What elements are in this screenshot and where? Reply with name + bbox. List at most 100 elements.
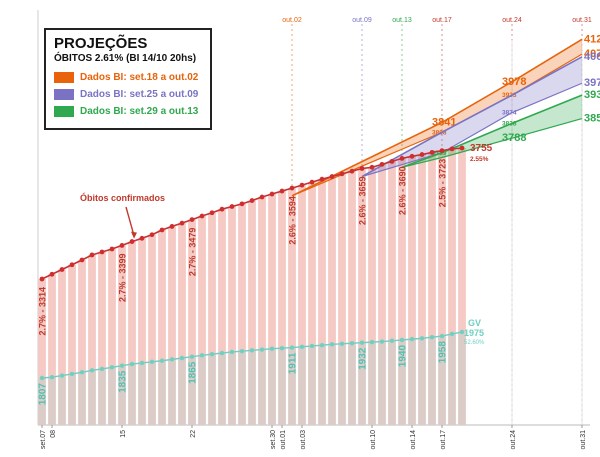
obitos-point-38 [419, 152, 425, 157]
gv-point-33 [369, 339, 375, 345]
obitos-bar-23 [268, 194, 276, 349]
projection-label-0-1: 3808 [432, 129, 447, 136]
gv-bar-6 [98, 368, 106, 425]
obitos-point-4 [79, 257, 85, 263]
gv-bar-7 [108, 367, 116, 425]
obitos-point-37 [409, 153, 415, 159]
obitos-bar-18 [218, 209, 226, 354]
legend-swatch-purple [54, 89, 74, 100]
projection-label-2-4: 3854 [584, 113, 600, 125]
gv-point-3 [69, 371, 75, 377]
obitos-bar-29 [328, 176, 336, 345]
bar-value-label-11: 1932 [358, 347, 369, 370]
obitos-bar-9 [128, 241, 136, 365]
obitos-point-27 [309, 179, 315, 185]
bar-value-label-6: 2.5% - 3723 [438, 159, 448, 208]
gv-point-30 [339, 341, 345, 346]
projection-lower-line-2 [401, 118, 583, 168]
reference-vline-label-2: out.13 [392, 17, 412, 24]
obitos-bar-19 [228, 206, 236, 352]
gv-bar-8 [118, 365, 126, 425]
gv-point-19 [229, 349, 235, 355]
bar-value-label-8: 1835 [118, 370, 129, 393]
gv-bar-37 [408, 339, 416, 425]
obitos-point-28 [319, 176, 325, 182]
legend-item-green: Dados BI: set.29 a out.13 [54, 103, 202, 120]
gv-bar-16 [198, 355, 206, 425]
legend-title: PROJEÇÕES [54, 35, 148, 52]
gv-bar-0 [38, 378, 46, 425]
bar-value-label-2: 2.7% - 3479 [188, 228, 198, 277]
reference-vline-label-3: out.17 [432, 17, 452, 24]
obitos-point-14 [179, 220, 185, 226]
obitos-point-33 [369, 164, 375, 170]
gv-point-31 [349, 341, 355, 346]
gv-point-12 [159, 358, 165, 363]
obitos-bar-26 [298, 185, 306, 347]
gv-point-26 [299, 344, 305, 349]
obitos-bar-20 [238, 203, 246, 352]
obitos-bar-22 [258, 197, 266, 350]
gv-point-10 [139, 360, 145, 366]
gv-point-4 [79, 370, 85, 375]
obitos-point-25 [289, 185, 295, 191]
bar-value-label-9: 1865 [188, 361, 199, 384]
projection-upper-line-0 [291, 38, 583, 197]
obitos-bar-1 [48, 274, 56, 378]
obitos-bar-21 [248, 200, 256, 351]
gv-point-27 [309, 343, 315, 349]
gv-point-24 [279, 345, 285, 351]
obitos-last-pct: 2.55% [470, 156, 489, 163]
obitos-point-26 [299, 182, 305, 188]
obitos-bar-31 [348, 171, 356, 344]
gv-bar-3 [68, 373, 76, 425]
bar-value-label-4: 2.6% - 3659 [358, 176, 368, 225]
obitos-bar-17 [208, 212, 216, 355]
gv-last-value: 1975 [464, 328, 484, 338]
obitos-point-16 [199, 213, 205, 219]
obitos-bar-32 [358, 168, 366, 343]
obitos-point-24 [279, 188, 285, 194]
legend-item-purple: Dados BI: set.25 a out.09 [54, 86, 202, 103]
projection-label-2-2: 3788 [502, 132, 526, 144]
legend-item-orange: Dados BI: set.18 a out.02 [54, 69, 202, 86]
legend-swatch-orange [54, 72, 74, 83]
x-tick-label-3: 22 [190, 430, 197, 438]
bar-value-label-13: 1958 [438, 341, 449, 364]
bar-value-label-12: 1940 [398, 345, 409, 368]
gv-bar-42 [458, 332, 466, 425]
gv-point-17 [209, 351, 215, 357]
obitos-point-40 [439, 148, 445, 154]
obitos-bar-27 [308, 182, 316, 346]
obitos-point-32 [359, 166, 365, 171]
projection-label-0-2: 3978 [502, 76, 526, 88]
gv-point-16 [199, 353, 205, 358]
obitos-bar-12 [158, 229, 166, 361]
projection-label-1-1: 4062 [584, 51, 600, 63]
obitos-point-34 [379, 161, 385, 167]
gv-bar-14 [178, 358, 186, 425]
x-tick-label-4: set.30 [270, 430, 277, 449]
obitos-bar-5 [88, 254, 96, 371]
gv-point-15 [189, 354, 195, 359]
gv-bar-23 [268, 348, 276, 425]
obitos-annotation: Óbitos confirmados [80, 192, 165, 203]
gv-point-34 [379, 339, 385, 344]
gv-point-42 [459, 329, 465, 335]
projection-label-0-0: 3841 [432, 116, 456, 128]
gv-last-pct: 52.60% [464, 340, 485, 346]
gv-point-9 [129, 361, 135, 367]
obitos-bar-8 [118, 245, 126, 366]
x-tick-label-8: out.14 [410, 430, 417, 450]
gv-bar-24 [278, 348, 286, 425]
bar-value-label-5: 2.6% - 3690 [398, 166, 408, 215]
obitos-bar-28 [318, 179, 326, 346]
bar-value-label-10: 1911 [288, 352, 299, 374]
obitos-point-3 [69, 262, 75, 268]
gv-bar-18 [218, 353, 226, 425]
x-tick-label-1: 08 [50, 430, 57, 438]
x-tick-label-11: out.31 [580, 430, 587, 450]
gv-bar-15 [188, 356, 196, 425]
legend-subtitle: ÓBITOS 2.61% (BI 14/10 20hs) [54, 53, 197, 64]
obitos-bar-0 [38, 279, 46, 378]
